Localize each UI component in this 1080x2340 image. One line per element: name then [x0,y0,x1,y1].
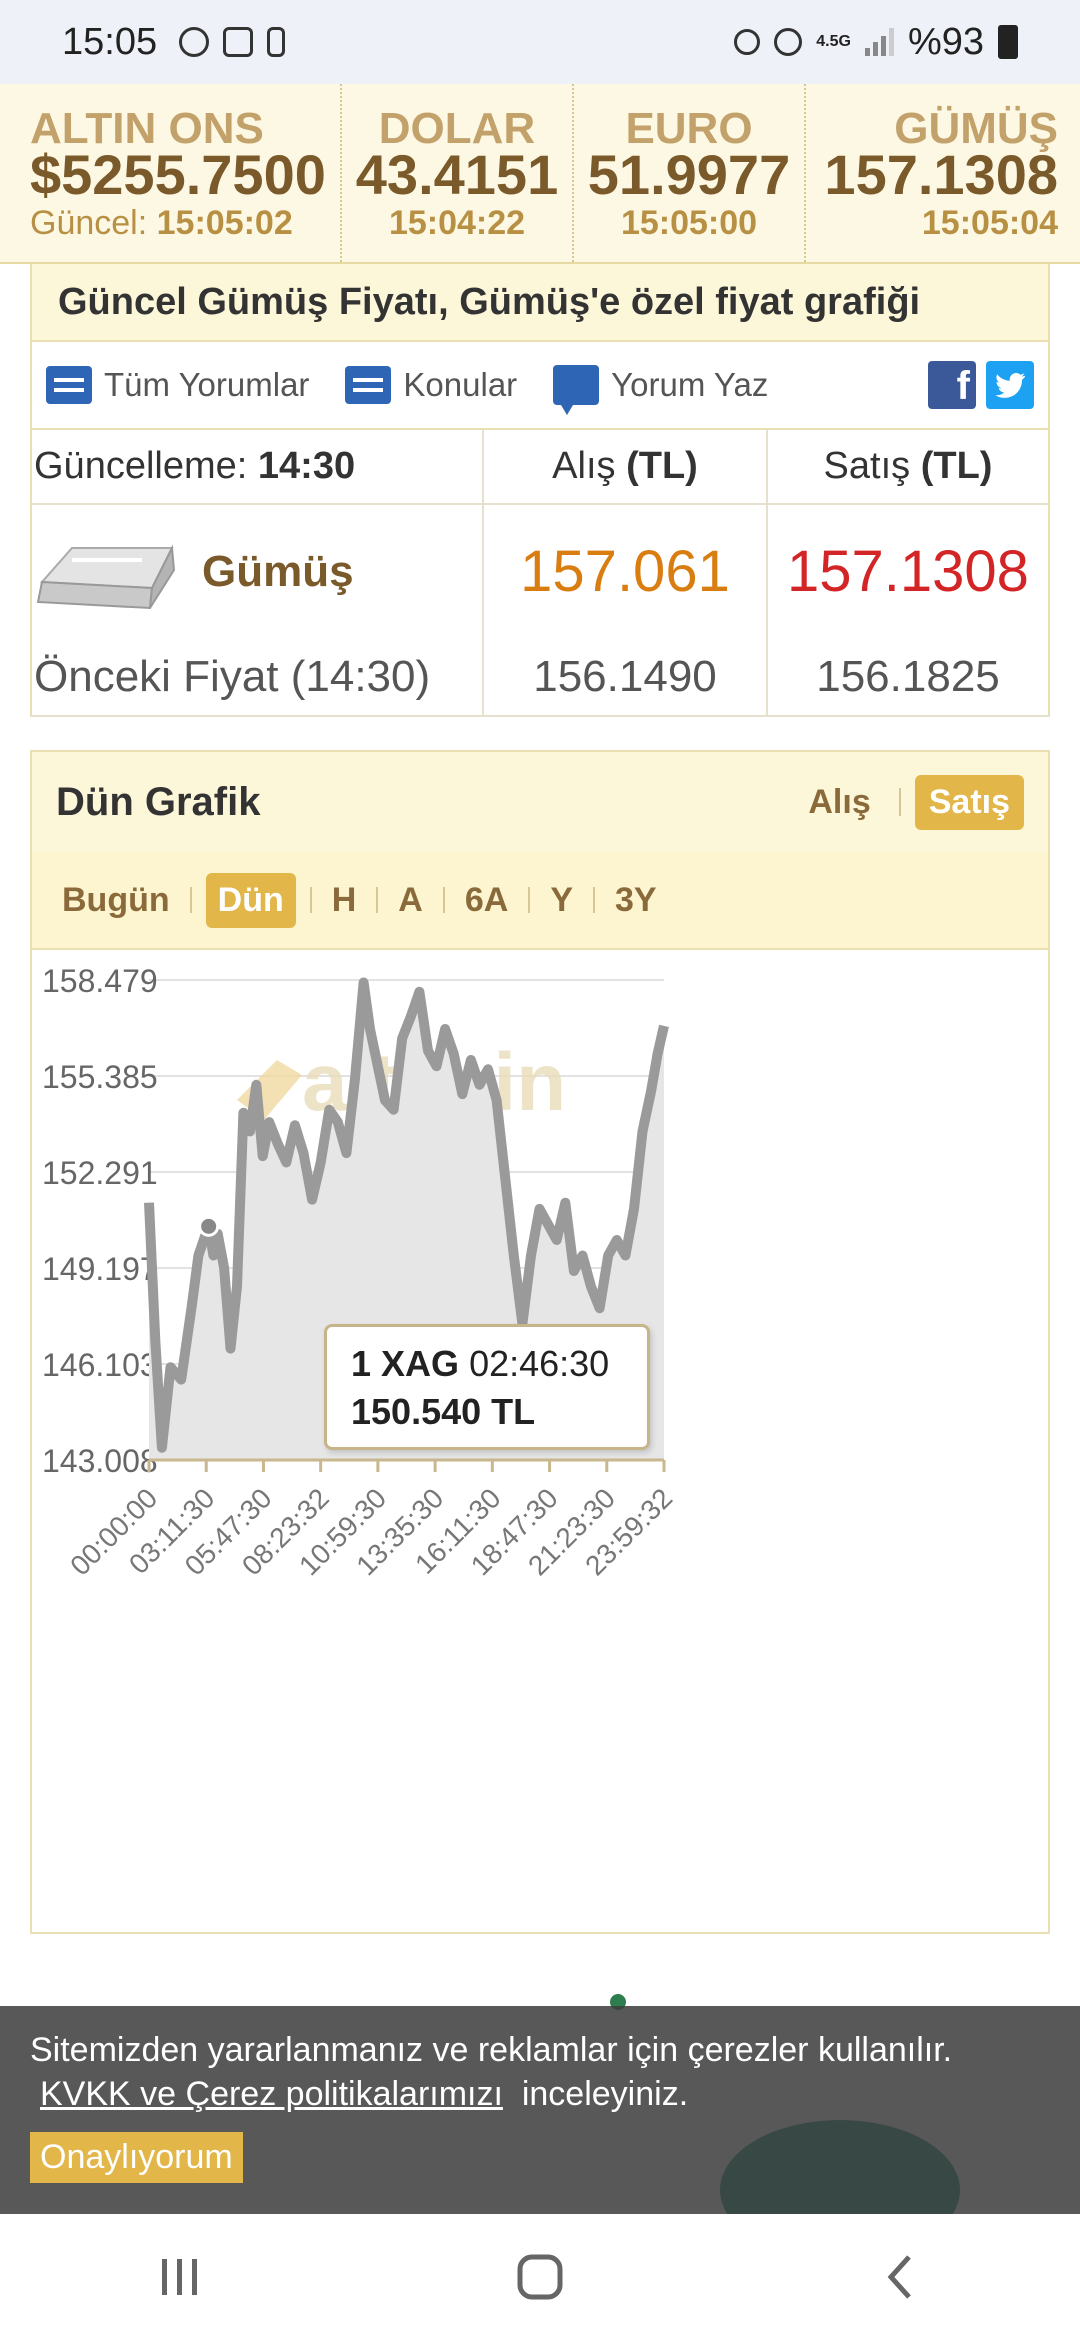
topics-label: Konular [403,366,518,403]
ticker-value: 157.1308 [824,143,1058,206]
highlighted-point [198,1215,220,1237]
range-tab-today[interactable]: Bugün [62,880,170,919]
ticker-value: 43.4151 [355,143,559,206]
calendar-icon [223,27,254,57]
previous-sell-price: 156.1825 [767,638,1049,717]
ticker-silver[interactable]: GÜMÜŞ 157.1308 15:05:04 [806,84,1080,262]
chart-title: Dün Grafik [56,779,261,824]
recent-apps-icon[interactable] [140,2247,220,2307]
ticker-time: 15:04:22 [388,204,526,242]
write-comment-link[interactable]: Yorum Yaz [553,365,769,415]
sell-toggle-button[interactable]: Satış [914,774,1024,830]
sell-header: Satış [823,445,911,487]
status-time: 15:05 [62,20,158,63]
range-tab-week[interactable]: H [331,880,357,919]
status-bar: 15:05 4.5G %93 [0,0,1080,84]
y-tick-label: 149.197 [42,1251,158,1287]
comment-tools: Tüm Yorumlar Konular Yorum Yaz f [30,342,1050,430]
phone-icon [267,27,286,57]
page-title-box: Güncel Gümüş Fiyatı, Gümüş'e özel fiyat … [30,264,1050,342]
price-chart[interactable]: 158.479 155.385 152.291 149.197 146.103 143.0… [32,950,1048,1930]
sell-currency: (TL) [920,445,993,487]
buy-price: 157.061 [483,504,768,638]
cookie-message-rest: inceleyiniz. [521,2075,689,2113]
ticker-value: $5255.7500 [30,143,326,206]
tooltip-time: 02:46:30 [469,1343,610,1384]
silver-price-row: Gümüş 157.061 157.1308 [31,504,1049,638]
comments-icon [46,366,92,404]
update-time: 14:30 [257,445,356,487]
y-tick-label: 155.385 [42,1059,158,1095]
previous-price-label: Önceki Fiyat (14:30) [31,638,484,717]
table-header-row: Güncelleme: 14:30 Alış (TL) Satış (TL) [31,430,1049,505]
chart-tooltip: 1 XAG 02:46:30 150.540 TL [324,1324,650,1450]
cookie-policy-link[interactable]: KVKK ve Çerez politikalarımızı [40,2075,503,2113]
chart-panel: Dün Grafik Alış Satış Bugün Dün H A 6A Y… [30,750,1050,1934]
write-comment-icon [553,365,600,415]
range-tab-3-years[interactable]: 3Y [615,880,657,919]
twitter-icon[interactable] [986,361,1034,409]
cookie-banner: Sitemizden yararlanmanız ve reklamlar iç… [0,2006,1080,2214]
range-tabs: Bugün Dün H A 6A Y 3Y [32,852,1048,950]
range-tab-yesterday[interactable]: Dün [205,872,296,928]
ticker-label: ALTIN ONS [30,104,264,153]
ticker-time: 15:05:02 [156,204,293,242]
ticker-time: 15:05:00 [620,204,758,242]
ticker-gold-ounce[interactable]: ALTIN ONS $5255.7500 Güncel: 15:05:02 [0,84,342,262]
price-ticker: ALTIN ONS $5255.7500 Güncel: 15:05:02 DO… [0,84,1080,264]
battery-icon [998,25,1018,59]
previous-price-row: Önceki Fiyat (14:30) 156.1490 156.1825 [31,638,1049,717]
ticker-label: DOLAR [378,104,536,153]
tooltip-asset: 1 XAG [351,1343,460,1384]
tooltip-value: 150.540 TL [351,1391,536,1432]
y-tick-label: 152.291 [42,1155,158,1191]
write-comment-label: Yorum Yaz [611,366,769,403]
signal-icon [864,28,894,56]
buy-currency: (TL) [626,445,698,487]
topics-link[interactable]: Konular [345,366,517,404]
all-comments-label: Tüm Yorumlar [104,366,310,403]
topics-icon [345,366,392,404]
chrome-icon [179,27,210,57]
alarm-icon [774,28,803,56]
page-title: Güncel Gümüş Fiyatı, Gümüş'e özel fiyat … [58,280,921,323]
buy-toggle-button[interactable]: Alış [808,782,871,821]
ticker-label: EURO [625,104,753,153]
home-icon[interactable] [500,2247,580,2307]
cookie-accept-button[interactable]: Onaylıyorum [30,2132,243,2183]
facebook-icon[interactable]: f [928,361,976,409]
silver-bar-icon [36,543,176,609]
ticker-label: GÜMÜŞ [894,104,1058,153]
y-tick-label: 143.008 [42,1443,158,1479]
ticker-time: 15:05:04 [921,204,1058,242]
range-tab-month[interactable]: A [398,880,423,919]
y-tick-label: 146.103 [42,1347,158,1383]
recycle-icon [734,29,761,55]
update-label: Güncelleme: [34,445,248,487]
buy-header: Alış [552,445,616,487]
cookie-message: Sitemizden yararlanmanız ve reklamlar iç… [30,2031,953,2069]
ticker-value: 51.9977 [587,143,791,206]
price-table: Güncelleme: 14:30 Alış (TL) Satış (TL) G… [30,430,1050,717]
ticker-time-prefix: Güncel: [30,204,148,242]
previous-buy-price: 156.1490 [483,638,768,717]
battery-percent: %93 [907,20,984,63]
back-icon[interactable] [860,2247,940,2307]
ticker-dollar[interactable]: DOLAR 43.4151 15:04:22 [342,84,574,262]
all-comments-link[interactable]: Tüm Yorumlar [46,366,309,404]
range-tab-year[interactable]: Y [550,880,574,919]
y-tick-label: 158.479 [42,963,158,999]
system-nav-bar [0,2214,1080,2340]
series-line [144,977,669,1453]
chart-header: Dün Grafik Alış Satış [32,752,1048,852]
sell-price: 157.1308 [787,539,1029,604]
network-type: 4.5G [816,33,851,50]
silver-name: Gümüş [202,546,354,596]
range-tab-6-months[interactable]: 6A [464,880,509,919]
ticker-euro[interactable]: EURO 51.9977 15:05:00 [574,84,806,262]
